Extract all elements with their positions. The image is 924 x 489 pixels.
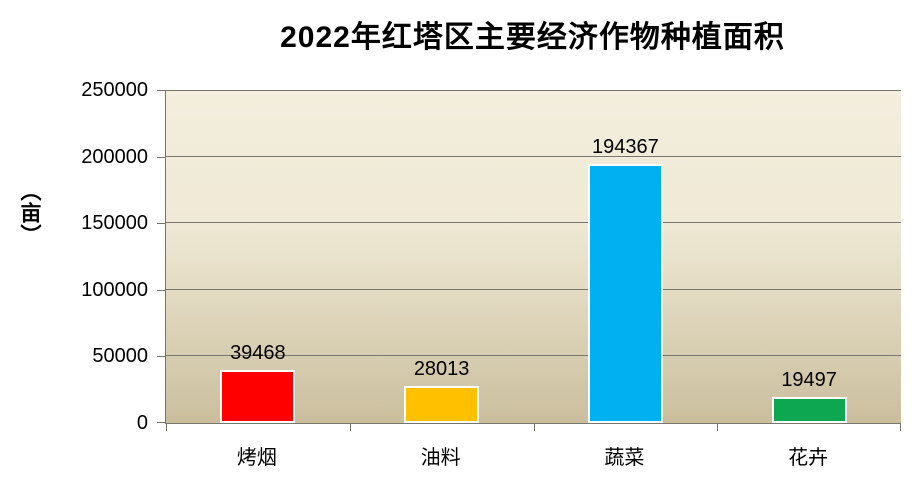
x-axis-tick	[900, 423, 901, 431]
bar-花卉	[771, 397, 847, 423]
gridline-250000	[166, 90, 901, 91]
y-tick-label-0: 0	[136, 412, 148, 434]
y-tick-label-50000: 50000	[92, 345, 148, 368]
y-axis-tick	[157, 422, 165, 423]
chart-title: 2022年红塔区主要经济作物种植面积	[280, 21, 785, 54]
bar-烤烟	[220, 370, 296, 423]
y-axis-tick	[157, 356, 165, 358]
y-tick-label-250000: 250000	[81, 79, 148, 101]
bar-value-label-花卉: 19497	[781, 369, 837, 391]
bar-蔬菜	[587, 164, 663, 423]
x-axis-tick	[717, 423, 718, 431]
y-axis-tick	[157, 223, 165, 225]
x-category-label-花卉: 花卉	[788, 447, 829, 469]
gridline-100000	[166, 288, 901, 290]
x-axis-tick	[350, 423, 351, 431]
y-axis-tick	[157, 156, 165, 158]
bar-value-label-蔬菜: 194367	[592, 136, 659, 158]
x-category-label-油料: 油料	[420, 447, 461, 469]
y-axis-title: （亩）	[18, 180, 41, 246]
y-axis-tick	[157, 289, 165, 291]
x-category-label-蔬菜: 蔬菜	[604, 447, 645, 469]
y-tick-label-150000: 150000	[81, 212, 148, 235]
y-tick-label-100000: 100000	[81, 278, 148, 301]
bar-value-label-烤烟: 39468	[230, 342, 286, 364]
y-axis-tick	[157, 90, 165, 91]
x-category-label-烤烟: 烤烟	[236, 447, 277, 469]
gridline-50000	[166, 355, 901, 357]
bar-油料	[404, 386, 480, 423]
gridline-150000	[166, 222, 901, 224]
bar-value-label-油料: 28013	[413, 358, 470, 380]
y-tick-label-200000: 200000	[81, 145, 148, 168]
x-axis-tick	[166, 423, 167, 431]
gridline-200000	[166, 155, 901, 157]
plot-area: 39468 28013 194367 19497	[157, 90, 901, 431]
x-axis-tick	[534, 423, 535, 431]
